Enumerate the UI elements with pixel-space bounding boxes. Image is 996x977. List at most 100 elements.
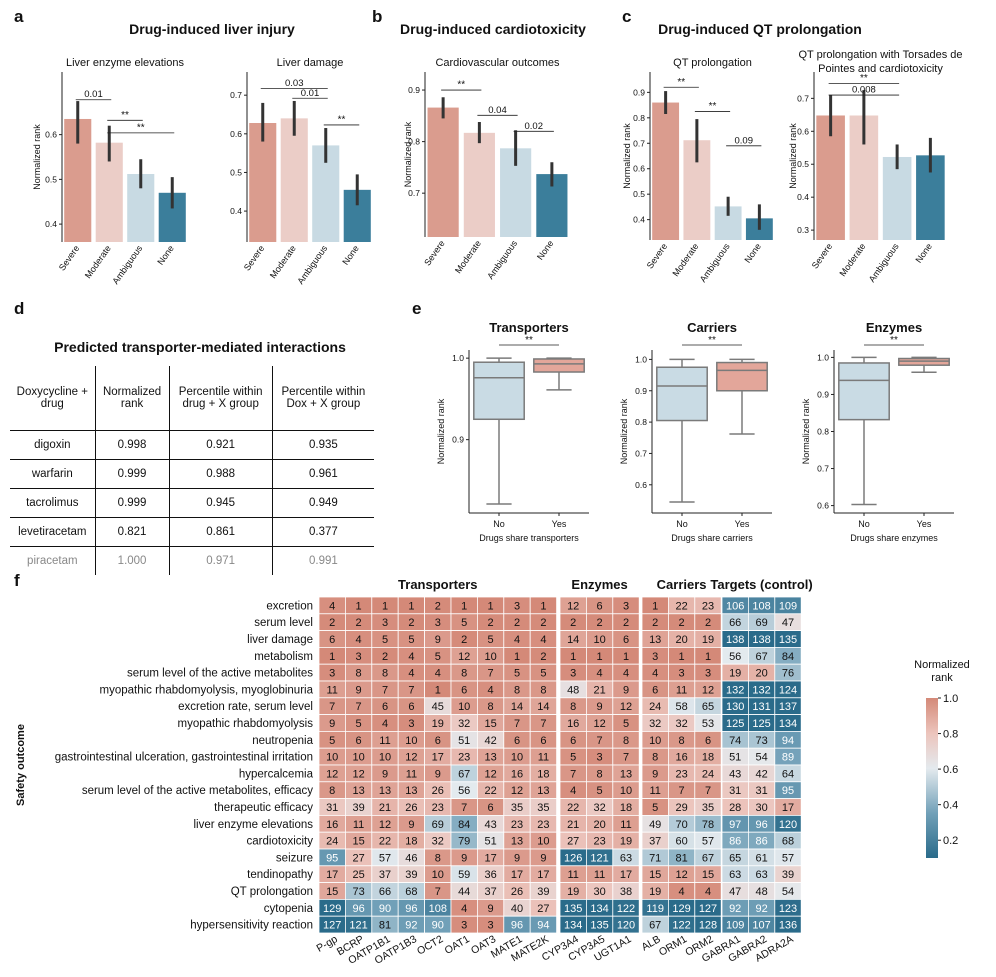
heatmap-cell-label: 53: [702, 718, 714, 730]
heatmap-cell-label: 17: [537, 869, 549, 881]
heatmap-cell-label: 11: [326, 684, 337, 696]
heatmap-cell-label: 4: [705, 886, 711, 898]
panel-letter-c: c: [622, 7, 631, 26]
heatmap-cell-label: 1: [540, 600, 546, 612]
heatmap-cell-label: 6: [435, 735, 441, 747]
heatmap-cell-label: 2: [705, 617, 711, 629]
heatmap-cell-label: 96: [405, 903, 417, 915]
chart-title: Pointes and cardiotoxicity: [818, 63, 943, 75]
y-tick-label: 0.6: [635, 480, 647, 490]
heatmap-cell-label: 9: [382, 768, 388, 780]
heatmap-cell-label: 138: [752, 634, 770, 646]
heatmap-cell-label: 3: [679, 668, 685, 680]
table-header-pct-dox: Percentile within Dox + X group: [272, 366, 374, 431]
table-cell: 0.861: [169, 517, 273, 547]
y-tick-label: 0.4: [797, 192, 809, 202]
heatmap-row-label: excretion: [266, 600, 313, 612]
heatmap-cell-label: 3: [705, 668, 711, 680]
heatmap-cell-label: 106: [726, 600, 744, 612]
table-header-pct-drug: Percentile within drug + X group: [169, 366, 273, 431]
heatmap-row-label: myopathic rhabdomyolysis, myoglobinuria: [100, 684, 314, 696]
heatmap-column-label: ORM1: [657, 933, 689, 959]
heatmap-cell-label: 19: [729, 668, 741, 680]
heatmap-cell-label: 39: [352, 802, 364, 814]
heatmap-cell-label: 10: [326, 752, 338, 764]
heatmap-cell-label: 8: [488, 701, 494, 713]
heatmap-cell-label: 6: [408, 701, 414, 713]
heatmap-cell-label: 24: [326, 836, 338, 848]
heatmap-cell-label: 96: [352, 903, 364, 915]
heatmap-cell-label: 2: [540, 617, 546, 629]
box: [473, 361, 525, 421]
table-cell: 0.971: [169, 546, 273, 575]
heatmap-cell-label: 23: [511, 819, 523, 831]
heatmap-cell-label: 2: [652, 617, 658, 629]
heatmap-cell-label: 1: [570, 651, 576, 663]
y-tick-label: 0.8: [633, 113, 645, 123]
heatmap-cell-label: 43: [729, 768, 741, 780]
table-row: levetiracetam 0.821 0.861 0.377: [10, 517, 374, 547]
heatmap-cell-label: 9: [356, 684, 362, 696]
heatmap-cell-label: 16: [567, 718, 579, 730]
y-tick-label: 0.9: [633, 87, 645, 97]
heatmap-cell-label: 2: [461, 634, 467, 646]
heatmap-cell-label: 39: [405, 869, 417, 881]
heatmap-row-label: therapeutic efficacy: [214, 802, 313, 814]
heatmap-cell-label: 12: [405, 752, 417, 764]
table-cell: 0.999: [95, 459, 170, 489]
heatmap-cell-label: 57: [379, 852, 391, 864]
x-tick-label: None: [913, 241, 934, 264]
heatmap-cell-label: 12: [675, 869, 687, 881]
heatmap-cell-label: 12: [484, 768, 496, 780]
heatmap-cell-label: 27: [537, 903, 549, 915]
y-tick-label: 0.6: [45, 130, 57, 140]
table-cell: 0.999: [95, 488, 170, 518]
x-tick-label: Moderate: [838, 241, 868, 278]
heatmap-cell-label: 86: [755, 836, 767, 848]
y-axis-label: Normalized rank: [801, 398, 811, 464]
heatmap-cell-label: 9: [435, 634, 441, 646]
table-cell: 0.961: [272, 459, 374, 489]
heatmap-cell-label: 9: [597, 701, 603, 713]
panel-a-title: Drug-induced liver injury: [129, 21, 295, 37]
heatmap-cell-label: 4: [623, 668, 629, 680]
heatmap-cell-label: 47: [782, 617, 794, 629]
heatmap-cell-label: 7: [488, 668, 494, 680]
x-tick-label: No: [493, 519, 505, 529]
heatmap-cell-label: 120: [779, 819, 797, 831]
y-tick-label: 0.7: [817, 464, 829, 474]
heatmap-row-label: cardiotoxicity: [247, 836, 314, 848]
heatmap-cell-label: 3: [488, 920, 494, 932]
heatmap-cell-label: 13: [537, 785, 549, 797]
heatmap-cell-label: 30: [593, 886, 605, 898]
heatmap-cell-label: 17: [782, 802, 794, 814]
heatmap-cell-label: 5: [623, 718, 629, 730]
heatmap-cell-label: 121: [349, 920, 367, 932]
heatmap-row-label: hypersensitivity reaction: [190, 920, 313, 932]
y-tick-label: 0.8: [635, 417, 647, 427]
heatmap-cell-label: 23: [432, 802, 444, 814]
box: [533, 358, 585, 373]
heatmap-cell-label: 121: [590, 852, 608, 864]
heatmap-cell-label: 6: [597, 600, 603, 612]
y-tick-label: 0.8: [408, 137, 420, 147]
y-axis-label: Normalized rank: [788, 123, 798, 189]
heatmap-cell-label: 9: [461, 852, 467, 864]
heatmap-cell-label: 32: [675, 718, 687, 730]
heatmap-cell-label: 95: [326, 852, 338, 864]
y-tick-label: 0.9: [452, 435, 464, 445]
heatmap-cell-label: 27: [352, 852, 364, 864]
y-tick-label: 0.5: [45, 174, 57, 184]
heatmap-cell-label: 23: [593, 836, 605, 848]
heatmap-cell-label: 127: [323, 920, 341, 932]
x-tick-label: Severe: [810, 241, 835, 270]
heatmap-cell-label: 67: [702, 852, 714, 864]
table-header-drug: Doxycycline + drug: [10, 366, 96, 431]
y-tick-label: 0.4: [633, 215, 645, 225]
heatmap-cell-label: 37: [484, 886, 496, 898]
table-row: tacrolimus 0.999 0.945 0.949: [10, 488, 374, 518]
interactions-table: Doxycycline + drug Normalized rank Perce…: [10, 366, 374, 575]
heatmap-cell-label: 122: [617, 903, 635, 915]
heatmap-cell-label: 43: [484, 819, 496, 831]
heatmap-cell-label: 36: [484, 869, 496, 881]
